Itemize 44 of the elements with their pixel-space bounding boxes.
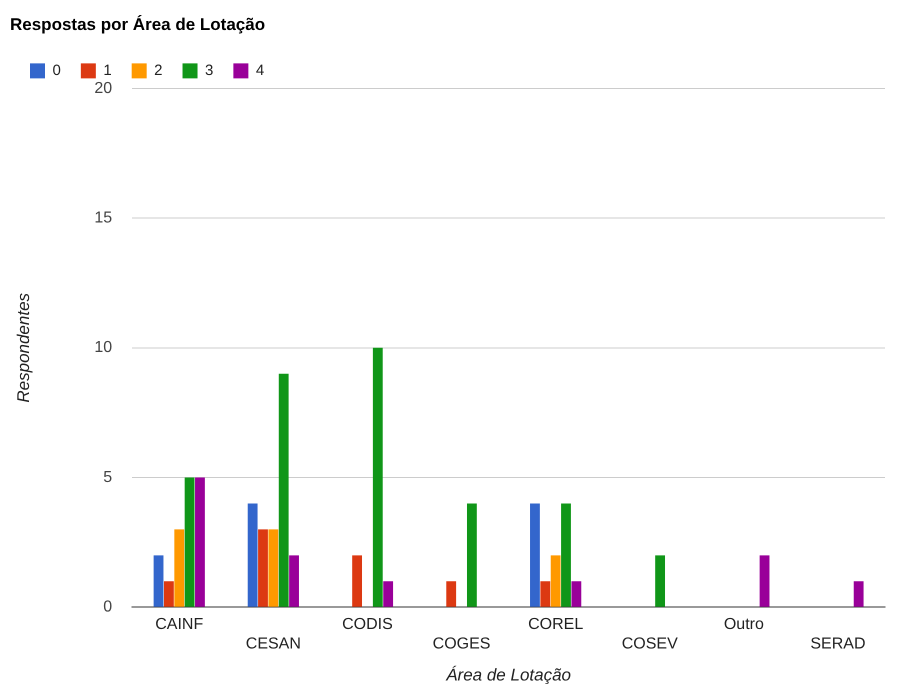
bar [530, 503, 540, 607]
x-tick-label: CESAN [246, 635, 301, 652]
x-tick-label: CAINF [155, 616, 204, 634]
legend-label: 1 [103, 62, 112, 80]
bar [174, 529, 184, 607]
x-tick-label: Outro [724, 616, 764, 634]
x-tick-label: CODIS [342, 616, 393, 634]
bar [372, 348, 383, 607]
y-tick-label: 5 [103, 468, 112, 486]
x-axis-title: Área de Lotação [445, 666, 571, 685]
x-tick-label: COSEV [622, 635, 678, 652]
bar [352, 555, 362, 607]
bar [258, 529, 268, 607]
bar [446, 581, 456, 607]
bar [550, 555, 561, 607]
bar [268, 529, 278, 607]
y-tick-label: 0 [103, 598, 112, 616]
bar [184, 478, 195, 607]
legend-label: 2 [154, 62, 163, 80]
bar [466, 503, 477, 607]
chart-title: Respostas por Área de Lotação [10, 14, 266, 34]
legend-label: 3 [205, 62, 214, 80]
bar [278, 374, 289, 607]
bar [289, 555, 299, 607]
y-tick-label: 10 [94, 339, 112, 356]
bar [854, 581, 864, 607]
bar [540, 581, 550, 607]
bar [248, 503, 258, 607]
bar [383, 581, 394, 607]
bar [195, 478, 205, 607]
x-tick-label: COGES [432, 635, 490, 652]
y-tick-label: 15 [94, 210, 112, 227]
bar [655, 555, 666, 607]
bar [164, 581, 174, 607]
bar [760, 555, 770, 607]
x-tick-label: COREL [528, 616, 584, 634]
x-tick-label: SERAD [810, 635, 866, 652]
y-tick-label: 20 [94, 80, 112, 97]
legend-label: 0 [52, 62, 61, 80]
bar [571, 581, 582, 607]
legend-label: 4 [256, 62, 264, 80]
bar [154, 555, 164, 607]
y-axis-title: Respondentes [14, 292, 33, 403]
bar [561, 503, 571, 607]
